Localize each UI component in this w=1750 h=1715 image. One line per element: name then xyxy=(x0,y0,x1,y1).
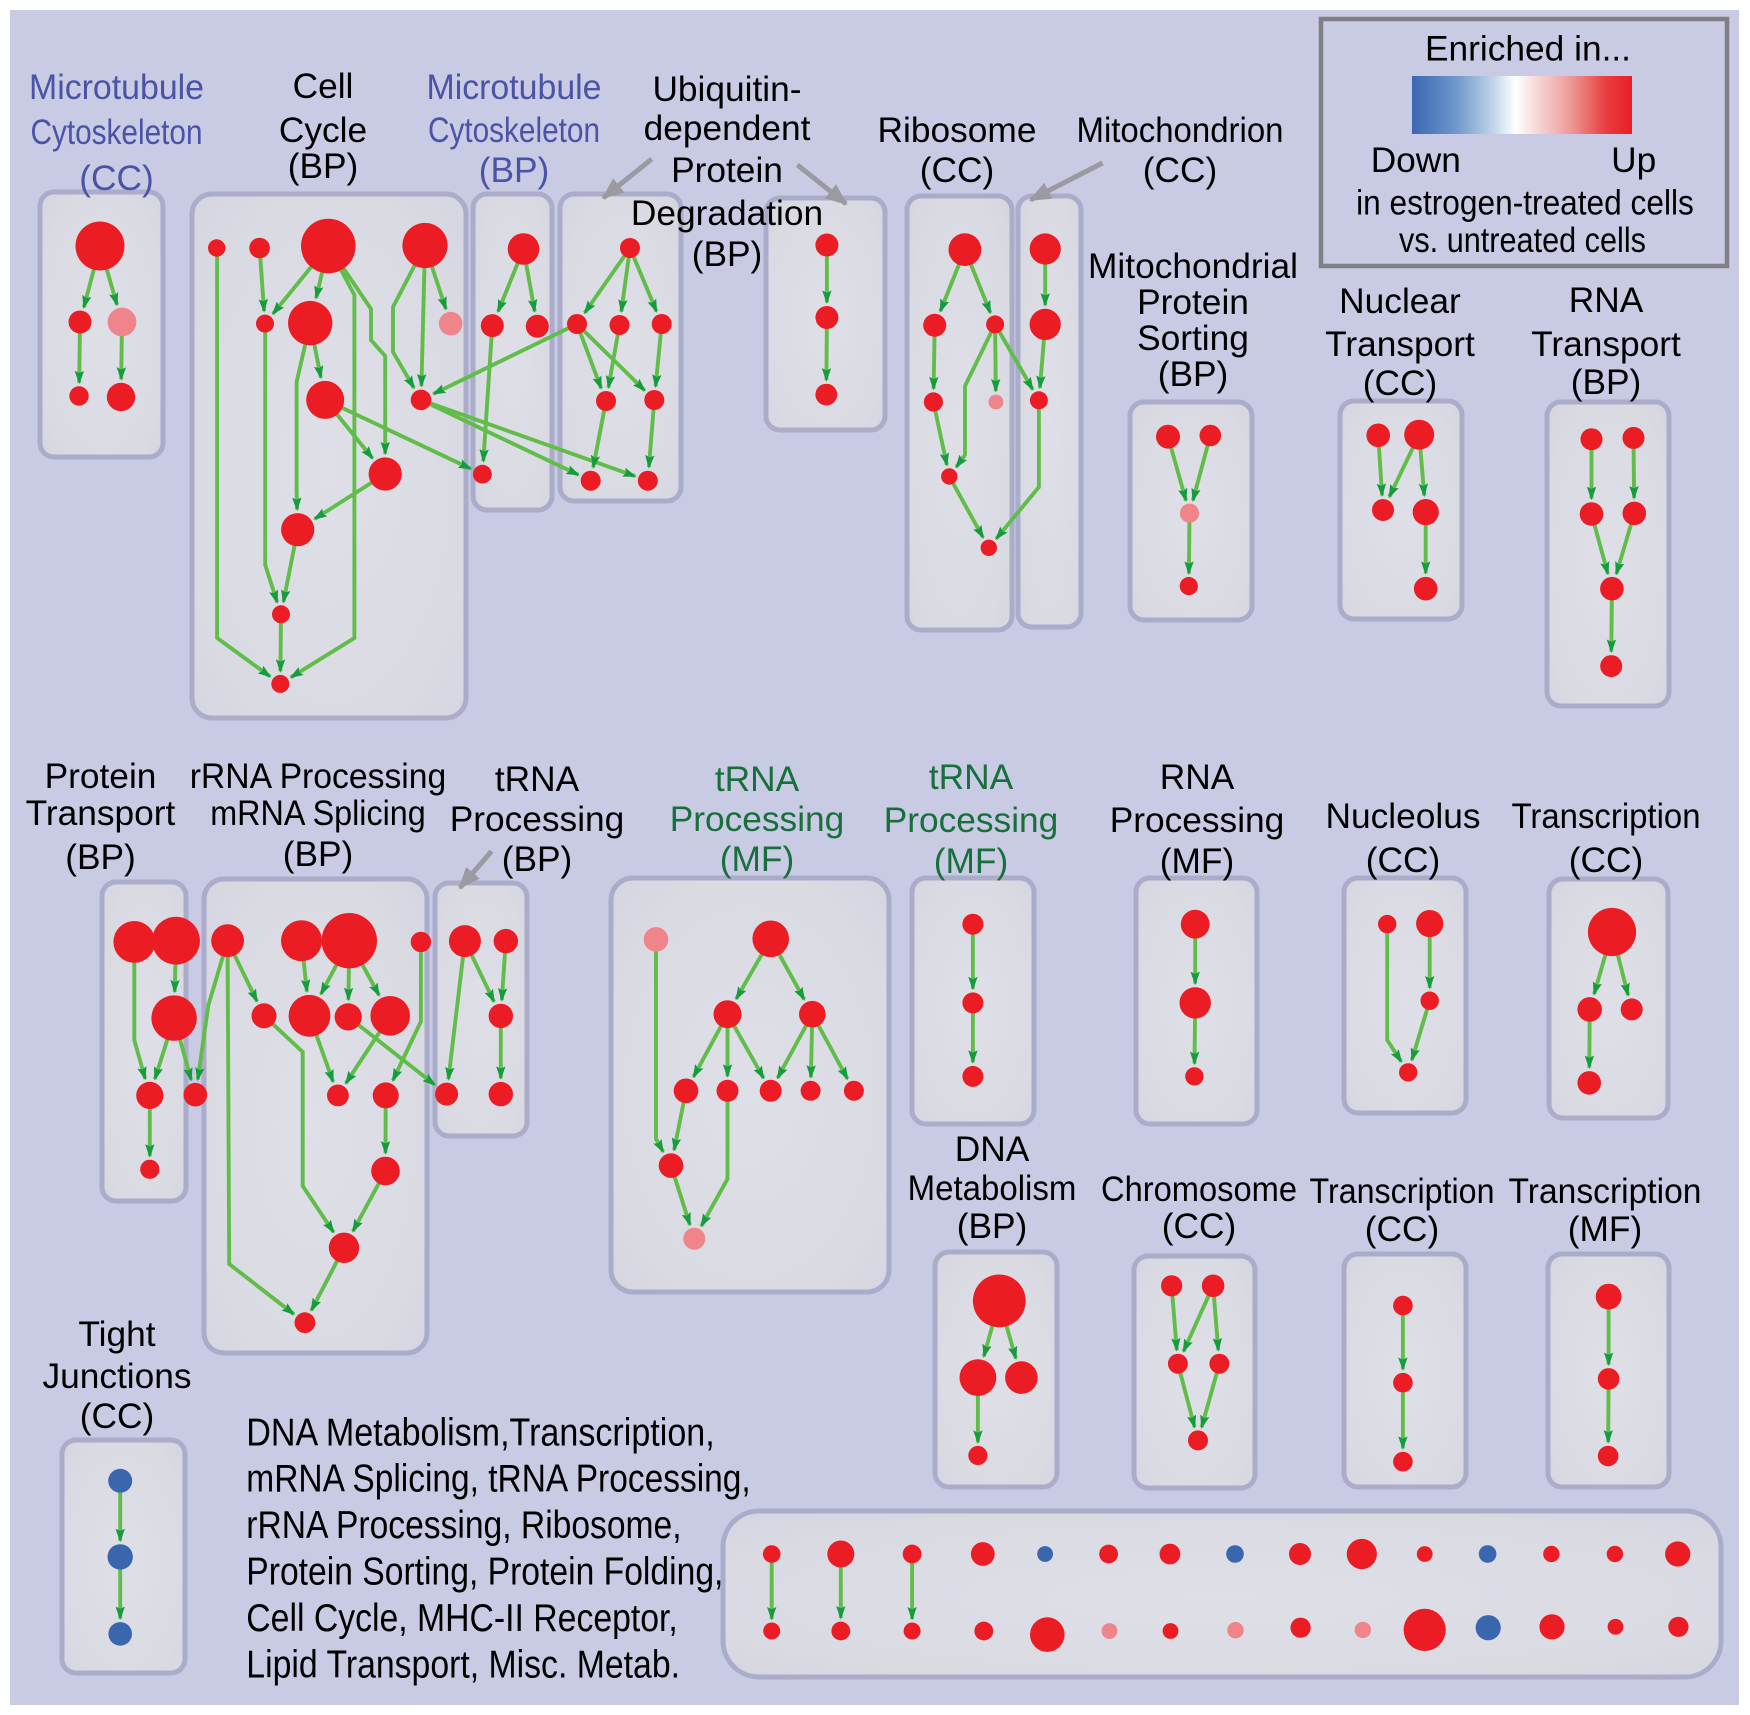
svg-text:dependent: dependent xyxy=(644,109,811,148)
svg-text:(BP): (BP) xyxy=(288,147,359,186)
svg-text:in estrogen-treated cells: in estrogen-treated cells xyxy=(1356,184,1694,223)
svg-text:Transcription: Transcription xyxy=(1310,1172,1495,1211)
svg-text:Nuclear: Nuclear xyxy=(1339,282,1461,321)
svg-text:(CC): (CC) xyxy=(1162,1207,1237,1246)
svg-text:Transport: Transport xyxy=(1325,325,1475,364)
svg-text:tRNA: tRNA xyxy=(929,758,1014,797)
svg-text:(BP): (BP) xyxy=(283,835,354,874)
svg-text:(BP): (BP) xyxy=(502,840,573,879)
svg-text:Junctions: Junctions xyxy=(42,1357,191,1396)
svg-text:(CC): (CC) xyxy=(920,151,995,190)
svg-text:Down: Down xyxy=(1371,141,1461,180)
svg-text:Tight: Tight xyxy=(78,1315,155,1354)
svg-text:(MF): (MF) xyxy=(1160,842,1234,881)
svg-text:Lipid Transport, Misc. Metab.: Lipid Transport, Misc. Metab. xyxy=(246,1644,680,1687)
svg-text:RNA: RNA xyxy=(1569,281,1644,320)
svg-text:mRNA Splicing, tRNA Processing: mRNA Splicing, tRNA Processing, xyxy=(246,1458,750,1501)
svg-text:(MF): (MF) xyxy=(934,842,1008,881)
svg-text:Processing: Processing xyxy=(450,800,625,839)
svg-text:Processing: Processing xyxy=(670,800,845,839)
svg-text:(MF): (MF) xyxy=(720,840,794,879)
svg-text:(CC): (CC) xyxy=(1366,841,1441,880)
svg-text:(BP): (BP) xyxy=(479,151,550,190)
svg-text:(MF): (MF) xyxy=(1568,1210,1642,1249)
svg-text:rRNA Processing: rRNA Processing xyxy=(190,757,447,796)
svg-text:(BP): (BP) xyxy=(1571,363,1642,402)
svg-text:(BP): (BP) xyxy=(692,235,763,274)
svg-text:Processing: Processing xyxy=(1110,801,1285,840)
svg-text:Cell: Cell xyxy=(293,67,354,106)
svg-text:(CC): (CC) xyxy=(1363,364,1438,403)
svg-text:rRNA Processing, Ribosome,: rRNA Processing, Ribosome, xyxy=(246,1504,681,1547)
svg-text:Protein: Protein xyxy=(671,151,783,190)
svg-text:(BP): (BP) xyxy=(957,1207,1028,1246)
svg-text:Protein Sorting, Protein Foldi: Protein Sorting, Protein Folding, xyxy=(246,1551,723,1594)
svg-text:Transport: Transport xyxy=(26,794,176,833)
svg-text:Cytoskeleton: Cytoskeleton xyxy=(31,113,203,152)
svg-text:tRNA: tRNA xyxy=(715,760,800,799)
svg-text:Transport: Transport xyxy=(1531,325,1681,364)
svg-text:Protein: Protein xyxy=(1137,283,1249,322)
svg-text:(CC): (CC) xyxy=(1365,1210,1440,1249)
svg-text:vs. untreated cells: vs. untreated cells xyxy=(1399,221,1646,260)
svg-text:Ubiquitin-: Ubiquitin- xyxy=(652,70,801,109)
svg-text:Cell Cycle, MHC-II Receptor,: Cell Cycle, MHC-II Receptor, xyxy=(246,1597,678,1640)
svg-text:Degradation: Degradation xyxy=(631,194,823,233)
svg-text:(CC): (CC) xyxy=(1143,151,1218,190)
svg-text:mRNA Splicing: mRNA Splicing xyxy=(210,794,426,833)
svg-text:Cycle: Cycle xyxy=(279,111,367,150)
svg-text:DNA Metabolism,Transcription,: DNA Metabolism,Transcription, xyxy=(246,1412,714,1455)
svg-text:Enriched in...: Enriched in... xyxy=(1425,29,1631,68)
svg-text:Ribosome: Ribosome xyxy=(878,111,1037,150)
svg-text:tRNA: tRNA xyxy=(495,760,580,799)
svg-text:Up: Up xyxy=(1611,141,1656,180)
svg-text:Nucleolus: Nucleolus xyxy=(1326,797,1481,836)
svg-text:Processing: Processing xyxy=(884,801,1059,840)
svg-text:(CC): (CC) xyxy=(1569,841,1644,880)
svg-text:(BP): (BP) xyxy=(65,838,136,877)
svg-text:Microtubule: Microtubule xyxy=(427,68,602,107)
svg-text:Transcription: Transcription xyxy=(1512,797,1701,836)
svg-text:Mitochondrial: Mitochondrial xyxy=(1088,247,1298,286)
svg-text:Transcription: Transcription xyxy=(1509,1172,1702,1211)
svg-text:(BP): (BP) xyxy=(1158,355,1229,394)
svg-text:(CC): (CC) xyxy=(80,1397,155,1436)
svg-text:Microtubule: Microtubule xyxy=(29,68,204,107)
svg-text:Metabolism: Metabolism xyxy=(908,1169,1077,1208)
svg-text:RNA: RNA xyxy=(1160,758,1235,797)
svg-text:(CC): (CC) xyxy=(79,159,154,198)
svg-text:Chromosome: Chromosome xyxy=(1101,1170,1297,1209)
svg-text:DNA: DNA xyxy=(955,1130,1030,1169)
svg-text:Cytoskeleton: Cytoskeleton xyxy=(428,111,600,150)
svg-text:Mitochondrion: Mitochondrion xyxy=(1077,111,1284,150)
svg-text:Protein: Protein xyxy=(45,757,157,796)
svg-text:Sorting: Sorting xyxy=(1137,319,1249,358)
